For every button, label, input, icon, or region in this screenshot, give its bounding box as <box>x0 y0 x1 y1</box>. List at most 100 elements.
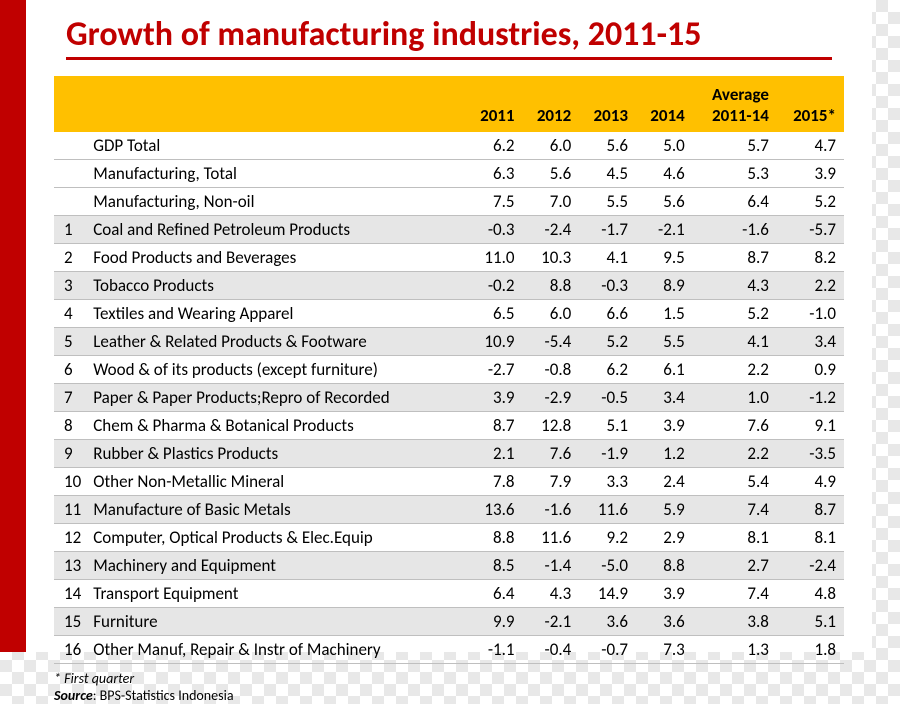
row-index: 2 <box>54 244 89 272</box>
row-name: Leather & Related Products & Footware <box>89 328 466 356</box>
cell-2014: 8.8 <box>636 552 693 580</box>
row-index: 1 <box>54 216 89 244</box>
table-row: 4Textiles and Wearing Apparel6.56.06.61.… <box>54 300 844 328</box>
row-name: GDP Total <box>89 132 466 160</box>
cell-2013: 9.2 <box>579 524 636 552</box>
cell-2012: -2.4 <box>523 216 580 244</box>
table-body: GDP Total6.26.05.65.05.74.7Manufacturing… <box>54 132 844 664</box>
table-row: 10Other Non-Metallic Mineral7.87.93.32.4… <box>54 468 844 496</box>
cell-avg: 4.1 <box>693 328 777 356</box>
row-name: Other Manuf, Repair & Instr of Machinery <box>89 636 466 664</box>
row-index: 11 <box>54 496 89 524</box>
cell-2015: -2.4 <box>777 552 844 580</box>
cell-2015: -1.2 <box>777 384 844 412</box>
table-row: 7Paper & Paper Products;Repro of Recorde… <box>54 384 844 412</box>
cell-avg: 8.1 <box>693 524 777 552</box>
table-row: 13Machinery and Equipment8.5-1.4-5.08.82… <box>54 552 844 580</box>
cell-2013: 3.6 <box>579 608 636 636</box>
table-row: 2Food Products and Beverages11.010.34.19… <box>54 244 844 272</box>
col-2014: 2014 <box>636 105 693 132</box>
title-area: Growth of manufacturing industries, 2011… <box>26 0 872 66</box>
cell-2015: 4.9 <box>777 468 844 496</box>
page-title: Growth of manufacturing industries, 2011… <box>66 14 832 60</box>
col-2015: 2015* <box>777 105 844 132</box>
row-index: 16 <box>54 636 89 664</box>
cell-2011: -2.7 <box>466 356 523 384</box>
cell-2011: 2.1 <box>466 440 523 468</box>
col-name <box>89 76 466 105</box>
row-name: Textiles and Wearing Apparel <box>89 300 466 328</box>
cell-avg: -1.6 <box>693 216 777 244</box>
table-row: Manufacturing, Non-oil7.57.05.55.66.45.2 <box>54 188 844 216</box>
cell-avg: 2.2 <box>693 356 777 384</box>
row-name: Food Products and Beverages <box>89 244 466 272</box>
col-2013: 2013 <box>579 105 636 132</box>
cell-avg: 5.7 <box>693 132 777 160</box>
cell-2014: 4.6 <box>636 160 693 188</box>
row-index: 13 <box>54 552 89 580</box>
cell-2011: -0.3 <box>466 216 523 244</box>
cell-avg: 2.2 <box>693 440 777 468</box>
table-row: 11Manufacture of Basic Metals13.6-1.611.… <box>54 496 844 524</box>
cell-2011: 6.3 <box>466 160 523 188</box>
row-index: 6 <box>54 356 89 384</box>
row-name: Manufacturing, Total <box>89 160 466 188</box>
cell-2012: 4.3 <box>523 580 580 608</box>
cell-avg: 7.4 <box>693 496 777 524</box>
cell-2013: 5.5 <box>579 188 636 216</box>
cell-2014: 8.9 <box>636 272 693 300</box>
cell-avg: 5.3 <box>693 160 777 188</box>
cell-2014: -2.1 <box>636 216 693 244</box>
col-idx2 <box>54 105 89 132</box>
cell-2015: -5.7 <box>777 216 844 244</box>
col-avg: 2011-14 <box>693 105 777 132</box>
table-row: 5Leather & Related Products & Footware10… <box>54 328 844 356</box>
cell-2013: -0.5 <box>579 384 636 412</box>
table-row: 8Chem & Pharma & Botanical Products8.712… <box>54 412 844 440</box>
cell-2012: -1.4 <box>523 552 580 580</box>
source-line: Source: BPS-Statistics Indonesia <box>54 687 872 704</box>
cell-2011: 9.9 <box>466 608 523 636</box>
cell-2014: 9.5 <box>636 244 693 272</box>
cell-avg: 1.3 <box>693 636 777 664</box>
cell-avg: 5.2 <box>693 300 777 328</box>
table-row: 12Computer, Optical Products & Elec.Equi… <box>54 524 844 552</box>
row-name: Computer, Optical Products & Elec.Equip <box>89 524 466 552</box>
cell-2015: 5.2 <box>777 188 844 216</box>
cell-2014: 5.0 <box>636 132 693 160</box>
table-row: 6Wood & of its products (except furnitur… <box>54 356 844 384</box>
cell-2015: 3.4 <box>777 328 844 356</box>
row-index: 12 <box>54 524 89 552</box>
row-name: Transport Equipment <box>89 580 466 608</box>
cell-2015: -1.0 <box>777 300 844 328</box>
col-2012-top <box>523 76 580 105</box>
row-index: 14 <box>54 580 89 608</box>
slide: Growth of manufacturing industries, 2011… <box>26 0 872 652</box>
cell-2011: -1.1 <box>466 636 523 664</box>
cell-2011: 8.7 <box>466 412 523 440</box>
cell-2015: 4.8 <box>777 580 844 608</box>
cell-2013: 6.2 <box>579 356 636 384</box>
cell-2011: 11.0 <box>466 244 523 272</box>
cell-2013: -1.7 <box>579 216 636 244</box>
table-row: GDP Total6.26.05.65.05.74.7 <box>54 132 844 160</box>
cell-avg: 1.0 <box>693 384 777 412</box>
cell-2013: -0.7 <box>579 636 636 664</box>
cell-2012: 8.8 <box>523 272 580 300</box>
row-index: 9 <box>54 440 89 468</box>
col-2014-top <box>636 76 693 105</box>
row-name: Manufacturing, Non-oil <box>89 188 466 216</box>
cell-2011: 7.5 <box>466 188 523 216</box>
cell-2014: 2.4 <box>636 468 693 496</box>
cell-2011: 8.8 <box>466 524 523 552</box>
cell-2015: 1.8 <box>777 636 844 664</box>
col-2013-top <box>579 76 636 105</box>
cell-avg: 4.3 <box>693 272 777 300</box>
cell-2011: 3.9 <box>466 384 523 412</box>
cell-2012: -2.1 <box>523 608 580 636</box>
cell-2013: 5.6 <box>579 132 636 160</box>
cell-2011: 13.6 <box>466 496 523 524</box>
cell-2014: 1.2 <box>636 440 693 468</box>
cell-2014: 5.9 <box>636 496 693 524</box>
row-index <box>54 188 89 216</box>
